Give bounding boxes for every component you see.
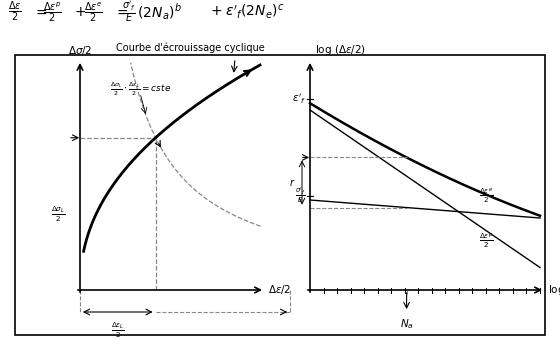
- Text: $\frac{\sigma'_f}{E}$: $\frac{\sigma'_f}{E}$: [296, 185, 306, 206]
- Text: $\frac{\Delta\varepsilon^p}{2}$: $\frac{\Delta\varepsilon^p}{2}$: [479, 231, 493, 250]
- Text: $r$: $r$: [290, 177, 296, 188]
- Text: $+\;\varepsilon'_f(2N_e)^c$: $+\;\varepsilon'_f(2N_e)^c$: [210, 3, 284, 21]
- Text: $+$: $+$: [74, 5, 86, 19]
- Text: $\log\,(\Delta\varepsilon/2)$: $\log\,(\Delta\varepsilon/2)$: [315, 43, 366, 57]
- Text: $N_a$: $N_a$: [400, 317, 413, 331]
- Text: $\log N_a$: $\log N_a$: [548, 283, 560, 297]
- Text: $\frac{\sigma'_f}{E}\,(2N_a)^b$: $\frac{\sigma'_f}{E}\,(2N_a)^b$: [122, 0, 182, 25]
- Text: $=$: $=$: [33, 5, 48, 19]
- Text: $\frac{\Delta\varepsilon^e}{2}$: $\frac{\Delta\varepsilon^e}{2}$: [479, 186, 493, 205]
- Text: $\frac{\Delta\varepsilon}{2}$: $\frac{\Delta\varepsilon}{2}$: [8, 0, 22, 24]
- Text: $\frac{\Delta\sigma_L}{2}$: $\frac{\Delta\sigma_L}{2}$: [52, 204, 66, 224]
- Text: $\Delta\varepsilon/2$: $\Delta\varepsilon/2$: [268, 284, 291, 296]
- Bar: [15, 55, 545, 335]
- Text: $\frac{\Delta\varepsilon^e}{2}$: $\frac{\Delta\varepsilon^e}{2}$: [84, 0, 103, 24]
- Text: $=$: $=$: [114, 5, 129, 19]
- Text: $\frac{\Delta\varepsilon_L}{2}$: $\frac{\Delta\varepsilon_L}{2}$: [111, 320, 125, 340]
- Text: $\Delta\sigma/2$: $\Delta\sigma/2$: [68, 44, 92, 57]
- Text: $\varepsilon'_f$: $\varepsilon'_f$: [292, 92, 306, 106]
- Text: Courbe d'écrouissage cyclique: Courbe d'écrouissage cyclique: [116, 42, 265, 53]
- Text: $\frac{\Delta\varepsilon^p}{2}$: $\frac{\Delta\varepsilon^p}{2}$: [43, 0, 62, 24]
- Text: $\frac{\Delta\sigma_L}{2}\cdot\frac{\Delta\varepsilon_L}{2}=cste$: $\frac{\Delta\sigma_L}{2}\cdot\frac{\Del…: [110, 80, 171, 98]
